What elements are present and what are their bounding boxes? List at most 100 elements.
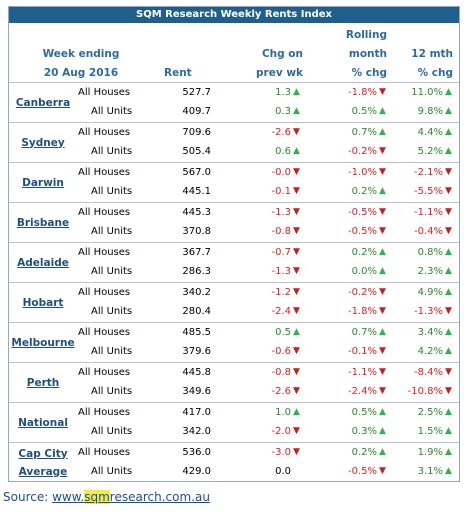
triangle-up-icon: ▲	[379, 106, 386, 116]
source-link[interactable]: www.sqmresearch.com.au	[52, 490, 210, 504]
city-name-link[interactable]: Darwin	[9, 163, 77, 202]
rolling-month-value: -1.8%	[347, 306, 377, 317]
dwelling-type: All Units	[91, 186, 133, 197]
city-name-line: Sydney	[21, 136, 65, 149]
city-name-link[interactable]: National	[9, 403, 77, 442]
rent-value: 445.3	[182, 207, 211, 218]
city-name-link[interactable]: Brisbane	[9, 203, 77, 242]
city-name-line: Hobart	[22, 296, 64, 309]
city-name-line: Adelaide	[17, 256, 69, 269]
rent-header: Rent	[164, 67, 192, 79]
12-mth-value: -2.1%	[413, 167, 443, 178]
rolling-month-value: -1.0%	[347, 167, 377, 178]
chg-prev-wk-value: 0.0	[275, 466, 291, 477]
table-row: All Houses 367.7 -0.7 0.2% 0.8% ▼ ▲ ▲	[9, 243, 461, 262]
chg-prev-wk-value: 0.6	[275, 146, 291, 157]
chg-prev-wk-value: -2.6	[271, 127, 291, 138]
triangle-down-icon: ▼	[293, 167, 300, 177]
12-mth-value: 3.1%	[417, 466, 443, 477]
city-name-line: Cap City	[18, 447, 68, 460]
rolling-month-value: -0.1%	[347, 346, 377, 357]
dwelling-type: All Units	[91, 266, 133, 277]
rolling-month-value: 0.2%	[351, 447, 377, 458]
city-name-wrap: Perth	[27, 374, 60, 392]
12-mth-value: 1.9%	[417, 447, 443, 458]
triangle-up-icon: ▲	[445, 327, 452, 337]
rent-value: 536.0	[182, 447, 211, 458]
dwelling-type: All Houses	[78, 247, 131, 258]
city-name-link[interactable]: Cap City Average	[9, 443, 77, 482]
triangle-down-icon: ▼	[445, 207, 452, 217]
triangle-down-icon: ▼	[293, 346, 300, 356]
12mth-header-line1: 12 mth	[411, 48, 453, 60]
city-name-link[interactable]: Sydney	[9, 123, 77, 162]
city-name-link[interactable]: Canberra	[9, 83, 77, 122]
city-group: Canberra All Houses 527.7 1.3 -1.8% 11.0% ▲ ▼ ▲ A…	[9, 83, 459, 123]
rent-value: 409.7	[182, 106, 211, 117]
source-link-highlight: sqm	[84, 490, 110, 504]
triangle-up-icon: ▲	[445, 106, 452, 116]
city-name-line: Average	[18, 465, 68, 478]
rent-value: 429.0	[182, 466, 211, 477]
12-mth-value: 4.4%	[417, 127, 443, 138]
triangle-up-icon: ▲	[293, 327, 300, 337]
table-row: All Units 286.3 -1.3 0.0% 2.3% ▼ ▲ ▲	[9, 262, 461, 281]
12-mth-value: 3.4%	[417, 327, 443, 338]
chg-prev-wk-header: Chg on prev wk	[231, 45, 303, 83]
table-row: All Houses 445.3 -1.3 -0.5% -1.1% ▼ ▼ ▼	[9, 203, 461, 222]
city-name-wrap: National	[18, 414, 68, 432]
chg-prev-wk-value: -1.3	[271, 207, 291, 218]
12-mth-value: -10.8%	[407, 386, 443, 397]
triangle-down-icon: ▼	[379, 367, 386, 377]
rolling-month-value: -1.1%	[347, 367, 377, 378]
city-name-link[interactable]: Hobart	[9, 283, 77, 322]
triangle-down-icon: ▼	[379, 346, 386, 356]
dwelling-type: All Houses	[78, 407, 131, 418]
triangle-up-icon: ▲	[379, 127, 386, 137]
rent-value: 445.8	[182, 367, 211, 378]
city-group: Adelaide All Houses 367.7 -0.7 0.2% 0.8% ▼ ▲ ▲ Al…	[9, 243, 459, 283]
triangle-down-icon: ▼	[293, 447, 300, 457]
source-label: Source:	[3, 490, 53, 504]
12-mth-value: 0.8%	[417, 247, 443, 258]
table-row: All Units 349.6 -2.6 -2.4% -10.8% ▼ ▼ ▼	[9, 382, 461, 401]
triangle-down-icon: ▼	[293, 266, 300, 276]
source-link-prefix: www.	[52, 490, 85, 504]
triangle-down-icon: ▼	[293, 426, 300, 436]
triangle-down-icon: ▼	[293, 287, 300, 297]
dwelling-type: All Units	[91, 426, 133, 437]
table-row: All Houses 485.5 0.5 0.7% 3.4% ▲ ▲ ▲	[9, 323, 461, 342]
city-group: Hobart All Houses 340.2 -1.2 -0.2% 4.9% ▼ ▼ ▲ All…	[9, 283, 459, 323]
triangle-up-icon: ▲	[445, 426, 452, 436]
rent-value: 445.1	[182, 186, 211, 197]
dwelling-type: All Units	[91, 386, 133, 397]
chg-prev-wk-value: -1.3	[271, 266, 291, 277]
city-name-wrap: Brisbane	[17, 214, 69, 232]
triangle-down-icon: ▼	[379, 146, 386, 156]
rolling-month-value: -0.2%	[347, 287, 377, 298]
chg-prev-wk-value: -0.7	[271, 247, 291, 258]
rents-index-table: SQM Research Weekly Rents Index Week end…	[8, 6, 460, 482]
rolling-month-value: 0.7%	[351, 327, 377, 338]
city-name-link[interactable]: Melbourne	[9, 323, 77, 362]
city-group: Brisbane All Houses 445.3 -1.3 -0.5% -1.1% ▼ ▼ ▼…	[9, 203, 459, 243]
dwelling-type: All Houses	[78, 287, 131, 298]
chg-prev-wk-value: -3.0	[271, 447, 291, 458]
12-mth-value: 2.5%	[417, 407, 443, 418]
12-mth-value: 4.2%	[417, 346, 443, 357]
triangle-up-icon: ▲	[293, 407, 300, 417]
table-row: All Houses 417.0 1.0 0.5% 2.5% ▲ ▲ ▲	[9, 403, 461, 422]
table-row: All Units 409.7 0.3 0.5% 9.8% ▲ ▲ ▲	[9, 102, 461, 121]
chg-header-line2: prev wk	[256, 67, 303, 79]
12-mth-value: -0.4%	[413, 226, 443, 237]
table-row: All Units 342.0 -2.0 0.3% 1.5% ▼ ▲ ▲	[9, 422, 461, 441]
triangle-down-icon: ▼	[379, 287, 386, 297]
rolling-month-value: 0.2%	[351, 247, 377, 258]
dwelling-type: All Houses	[78, 327, 131, 338]
city-name-wrap: Sydney	[21, 134, 64, 152]
city-group: National All Houses 417.0 1.0 0.5% 2.5% ▲ ▲ ▲ All…	[9, 403, 459, 443]
triangle-down-icon: ▼	[379, 386, 386, 396]
rolling-header-line3: % chg	[351, 67, 387, 79]
city-name-link[interactable]: Adelaide	[9, 243, 77, 282]
city-name-link[interactable]: Perth	[9, 363, 77, 402]
